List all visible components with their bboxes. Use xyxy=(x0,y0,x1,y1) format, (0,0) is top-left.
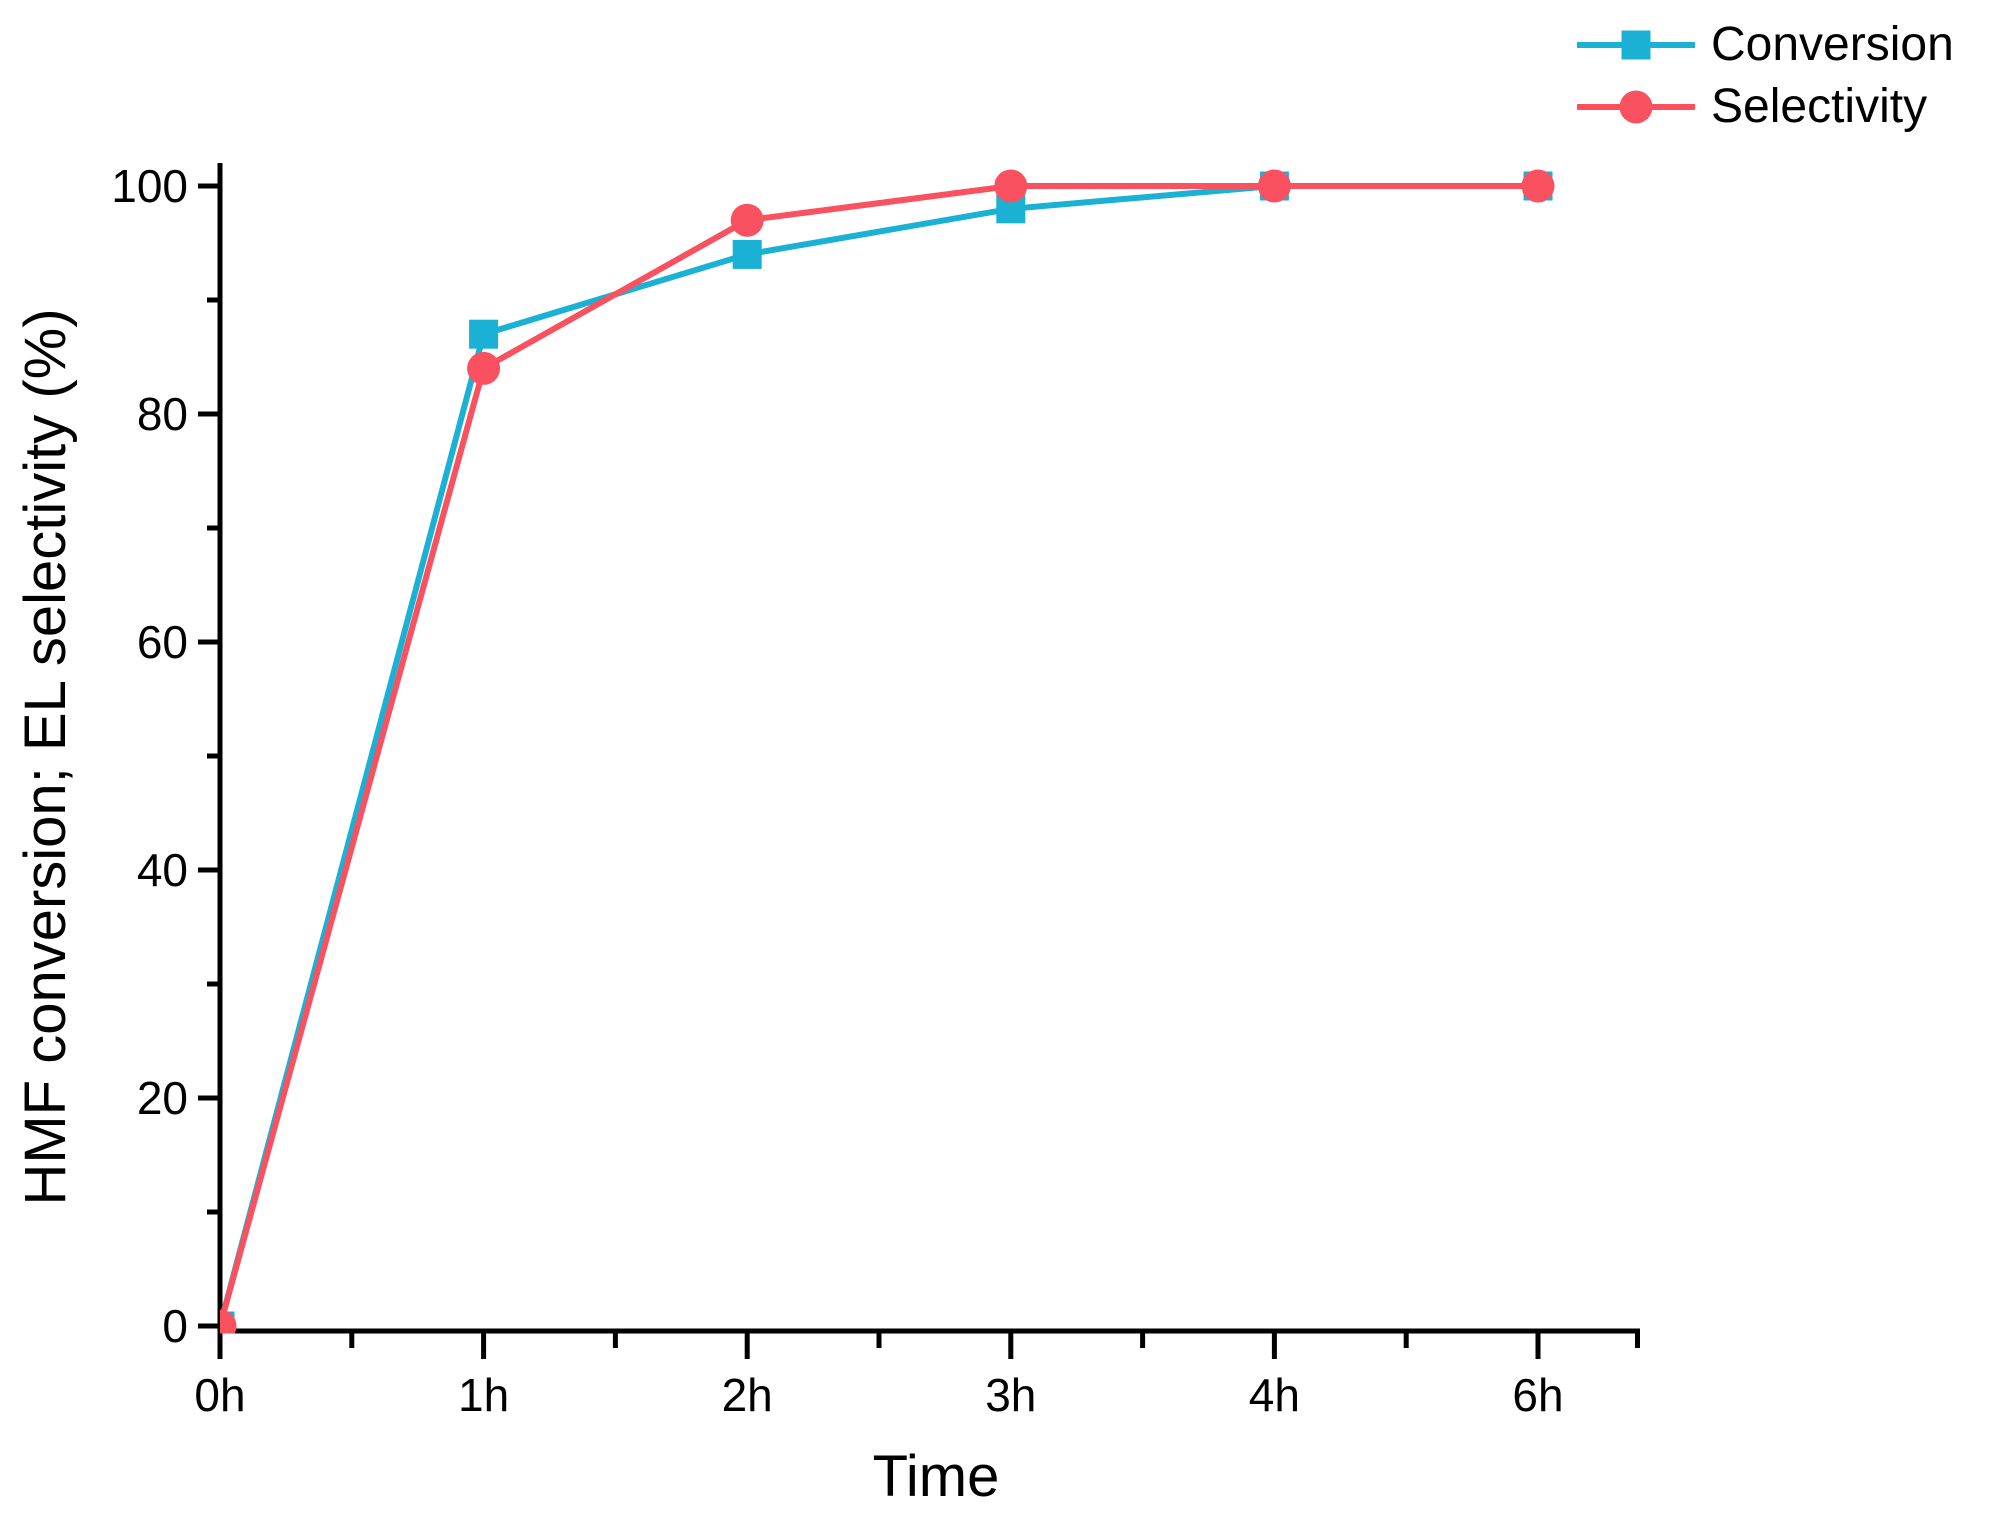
marker-selectivity xyxy=(1257,169,1291,203)
marker-selectivity xyxy=(730,203,764,237)
legend-item-selectivity: Selectivity xyxy=(1577,76,1954,138)
series-layer xyxy=(220,169,1555,1334)
legend-circle-marker-icon xyxy=(1619,90,1653,124)
legend-label-selectivity: Selectivity xyxy=(1711,80,1928,133)
marker-selectivity xyxy=(1521,169,1555,203)
x-tick-label: 0h xyxy=(194,1369,246,1421)
legend-label-conversion: Conversion xyxy=(1711,18,1954,71)
y-tick-label: 40 xyxy=(136,844,188,896)
series-line-conversion xyxy=(220,183,1538,1327)
legend: Conversion Selectivity xyxy=(1577,14,1954,138)
marker-selectivity xyxy=(994,169,1028,203)
x-tick-label: 4h xyxy=(1248,1369,1300,1421)
y-tick-label: 20 xyxy=(136,1072,188,1124)
y-tick-label: 0 xyxy=(162,1300,188,1352)
x-axis-title: Time xyxy=(872,1444,1000,1509)
legend-item-conversion: Conversion xyxy=(1577,14,1954,76)
marker-conversion xyxy=(732,239,762,269)
y-tick-label: 100 xyxy=(111,160,188,212)
y-tick-label: 80 xyxy=(136,388,188,440)
series-line-selectivity xyxy=(220,183,1538,1327)
x-tick-label: 3h xyxy=(985,1369,1037,1421)
marker-conversion xyxy=(469,319,499,349)
legend-square-marker-icon xyxy=(1621,30,1651,60)
legend-line-conversion xyxy=(1577,30,1695,60)
marker-selectivity xyxy=(467,351,501,385)
x-tick-label: 1h xyxy=(458,1369,510,1421)
y-axis-title: HMF conversion; EL selectivity (%) xyxy=(13,308,78,1206)
marker-selectivity xyxy=(220,1309,237,1334)
legend-line-selectivity xyxy=(1577,90,1695,124)
x-tick-label: 6h xyxy=(1512,1369,1564,1421)
x-tick-label: 2h xyxy=(721,1369,773,1421)
y-tick-label: 60 xyxy=(136,616,188,668)
